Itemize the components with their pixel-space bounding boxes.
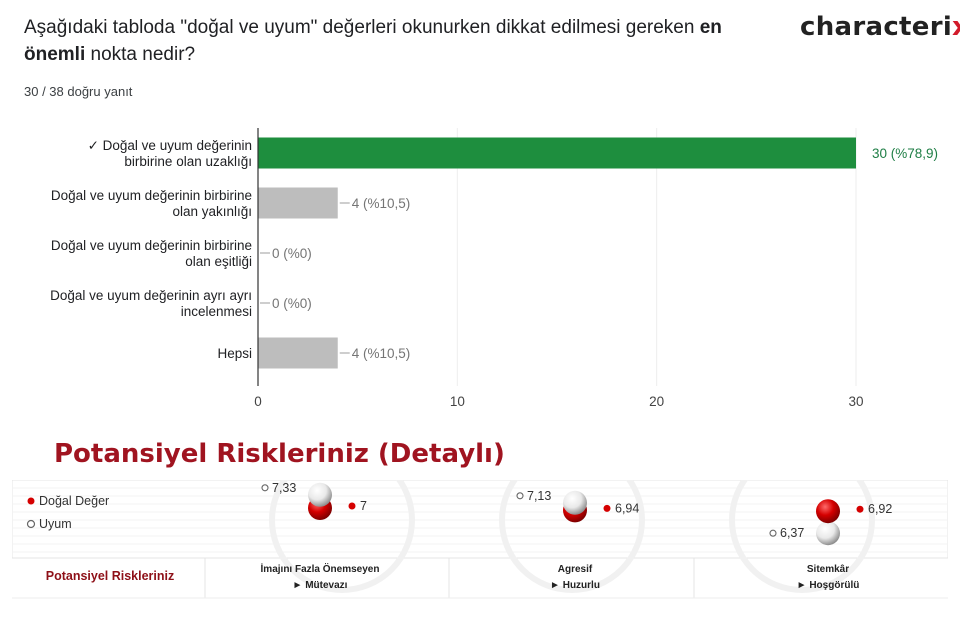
pattern-shape xyxy=(269,480,415,593)
uyum-value-label: 7,33 xyxy=(272,481,296,495)
value-label: 0 (%0) xyxy=(272,296,312,311)
dogal-label-dot xyxy=(603,504,611,512)
category-title: Agresif xyxy=(558,564,593,575)
x-tick-label: 0 xyxy=(254,394,262,409)
category-label: ✓ Doğal ve uyum değerinin xyxy=(88,138,252,153)
category-subtitle: ► Mütevazı xyxy=(293,580,348,591)
uyum-value-label: 6,37 xyxy=(780,526,804,540)
correct-answers-count: 30 / 38 doğru yanıt xyxy=(24,84,133,99)
plot-area xyxy=(12,480,948,559)
bar xyxy=(258,187,338,219)
category-title: İmajını Fazla Önemseyen xyxy=(261,562,380,575)
category-label: birbirine olan uzaklığı xyxy=(124,154,252,169)
value-label: 30 (%78,9) xyxy=(872,146,938,161)
uyum-label-dot xyxy=(261,484,269,492)
uyum-label-dot xyxy=(769,529,777,537)
category-label: olan yakınlığı xyxy=(172,204,252,219)
uyum-marker xyxy=(816,521,840,546)
uyum-marker xyxy=(563,490,587,515)
question-text: Aşağıdaki tabloda "doğal ve uyum" değerl… xyxy=(24,14,784,68)
value-label: 4 (%10,5) xyxy=(352,196,411,211)
dogal-label-dot xyxy=(856,505,864,513)
pattern-shape xyxy=(499,480,645,593)
legend-marker-uyum xyxy=(26,519,36,529)
bar xyxy=(258,337,338,369)
category-label: Doğal ve uyum değerinin birbirine xyxy=(51,238,252,253)
value-label: 4 (%10,5) xyxy=(352,346,411,361)
risk-section-title: Potansiyel Riskleriniz (Detaylı) xyxy=(54,439,505,469)
dogal-value-label: 7 xyxy=(360,499,367,513)
legend-label: Doğal Değer xyxy=(39,494,109,508)
logo-x-mark: x xyxy=(952,12,960,42)
x-tick-label: 20 xyxy=(649,394,664,409)
category-label: incelenmesi xyxy=(181,304,252,319)
dogal-value-label: 6,92 xyxy=(868,502,892,516)
value-label: 0 (%0) xyxy=(272,246,312,261)
question-part: Aşağıdaki tabloda "doğal ve uyum" değerl… xyxy=(24,17,700,38)
pattern-shape xyxy=(729,480,875,593)
dogal-marker xyxy=(816,499,840,524)
x-tick-label: 30 xyxy=(848,394,863,409)
legend-label: Uyum xyxy=(39,517,72,531)
category-label: olan eşitliği xyxy=(185,254,252,269)
risk-detail-chart: Doğal Değer Uyum Potansiyel Riskleriniz 7,3… xyxy=(12,480,948,599)
question-part: nokta nedir? xyxy=(85,44,196,65)
x-tick-label: 10 xyxy=(450,394,465,409)
question-bold-part: en xyxy=(699,17,722,38)
category-subtitle: ► Huzurlu xyxy=(550,580,600,591)
legend-marker-dogal xyxy=(27,497,35,505)
category-title: Sitemkâr xyxy=(807,564,849,575)
uyum-value-label: 7,13 xyxy=(527,489,551,503)
category-subtitle: ► Hoşgörülü xyxy=(797,580,860,591)
row-label: Potansiyel Riskleriniz xyxy=(46,569,175,583)
logo-text: characteri xyxy=(800,12,953,42)
uyum-label-dot xyxy=(516,492,524,500)
uyum-marker xyxy=(308,482,332,507)
question-bold-part: önemli xyxy=(24,44,86,65)
characterix-logo: characterix xyxy=(800,12,960,42)
category-label: Doğal ve uyum değerinin birbirine xyxy=(51,188,252,203)
category-label: Doğal ve uyum değerinin ayrı ayrı xyxy=(50,288,252,303)
bar-correct xyxy=(258,137,856,169)
dogal-label-dot xyxy=(348,502,356,510)
category-label: Hepsi xyxy=(217,346,252,361)
dogal-value-label: 6,94 xyxy=(615,501,639,515)
